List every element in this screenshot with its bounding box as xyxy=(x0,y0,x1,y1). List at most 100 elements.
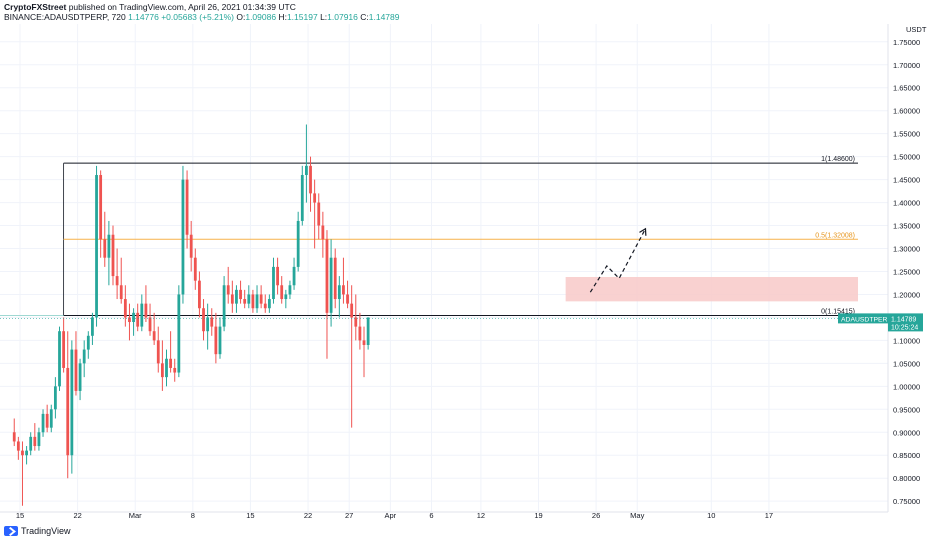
candle-body xyxy=(206,317,210,332)
demand-zone xyxy=(565,276,858,302)
candle-body xyxy=(82,349,86,364)
x-tick-label: 22 xyxy=(304,511,312,520)
candle-body xyxy=(313,193,317,203)
last-price: 1.14776 xyxy=(128,12,159,22)
candle-body xyxy=(41,413,45,433)
y-tick-label: 0.75000 xyxy=(893,497,920,506)
candle-body xyxy=(95,175,98,318)
candle-body xyxy=(177,294,181,373)
y-tick-label: 1.20000 xyxy=(893,290,920,299)
y-tick-label: 1.65000 xyxy=(893,84,920,93)
x-tick-label: 22 xyxy=(73,511,81,520)
fib-levels: 1(1.48600) 0.5(1.32008) 0(1.15415) xyxy=(0,156,858,317)
candle-body xyxy=(317,202,321,226)
candle-body xyxy=(267,299,271,309)
x-tick-label: 10 xyxy=(707,511,715,520)
price-axis[interactable]: 0.75000 0.80000 0.85000 0.90000 0.95000 1.000… xyxy=(893,38,920,506)
x-tick-label: 26 xyxy=(592,511,600,520)
x-tick-label: Mar xyxy=(129,511,142,520)
x-tick-label: Apr xyxy=(385,511,397,520)
y-tick-label: 0.90000 xyxy=(893,428,920,437)
symbol-info: BINANCE:ADAUSDTPERP, 720 1.14776 +0.0568… xyxy=(4,12,400,22)
candle-body xyxy=(66,367,70,456)
candle-body xyxy=(214,326,218,355)
candle-body xyxy=(276,266,279,286)
candle-body xyxy=(305,165,308,176)
candle-body xyxy=(132,312,135,323)
candle-body xyxy=(185,179,189,235)
low-value: 1.07916 xyxy=(327,12,358,22)
candle-body xyxy=(12,432,16,442)
candle-body xyxy=(309,165,312,194)
candle-body xyxy=(21,450,24,456)
candle-body xyxy=(189,234,193,258)
candle-body xyxy=(70,349,74,456)
candle-body xyxy=(29,436,33,451)
candle-body xyxy=(284,294,288,300)
fib-level-label: 0(1.15415) xyxy=(821,309,855,316)
y-tick-label: 0.80000 xyxy=(893,474,920,483)
x-tick-label: May xyxy=(630,511,644,520)
tradingview-icon xyxy=(4,526,18,536)
publisher-name: CryptoFXStreet xyxy=(4,2,67,12)
candle-body xyxy=(111,234,115,277)
candle-body xyxy=(251,294,255,309)
candle-body xyxy=(53,386,57,410)
candles xyxy=(12,124,370,506)
candle-body xyxy=(337,285,341,300)
plot-area[interactable] xyxy=(0,24,888,512)
candle-body xyxy=(218,326,222,355)
candle-body xyxy=(156,340,160,364)
y-tick-label: 1.40000 xyxy=(893,199,920,208)
candle-body xyxy=(144,303,148,318)
candle-body xyxy=(350,303,354,318)
candle-body xyxy=(321,225,325,240)
close-value: 1.14789 xyxy=(368,12,400,22)
candle-body xyxy=(152,331,156,341)
candle-body xyxy=(346,294,349,304)
x-tick-label: 12 xyxy=(477,511,485,520)
candle-body xyxy=(25,450,28,456)
time-axis[interactable]: 15 22 Mar 8 15 22 27 Apr 6 12 19 26 May 10 17 xyxy=(16,511,773,520)
grid-lines xyxy=(0,24,888,512)
tradingview-logo[interactable]: TradingView xyxy=(4,526,71,536)
candle-body xyxy=(255,294,259,309)
candle-body xyxy=(136,312,140,327)
candle-body xyxy=(222,285,226,327)
open-value: 1.09086 xyxy=(245,12,277,22)
y-tick-label: 1.10000 xyxy=(893,336,920,345)
publish-info: CryptoFXStreet published on TradingView.… xyxy=(4,2,296,12)
close-label: C: xyxy=(360,12,369,22)
candle-body xyxy=(296,220,300,267)
candle-body xyxy=(160,363,164,378)
x-tick-label: 15 xyxy=(16,511,24,520)
y-tick-label: 1.25000 xyxy=(893,267,920,276)
candle-body xyxy=(74,349,78,391)
y-tick-label: 1.50000 xyxy=(893,153,920,162)
y-tick-label: 1.45000 xyxy=(893,176,920,185)
price-tag-value: 1.14789 xyxy=(891,316,916,323)
price-tag-symbol: ADAUSDTPERP xyxy=(841,316,892,323)
candle-body xyxy=(235,289,238,304)
candle-body xyxy=(181,179,185,295)
y-tick-label: 1.75000 xyxy=(893,38,920,47)
candle-body xyxy=(259,294,263,304)
candle-body xyxy=(198,280,201,309)
candle-body xyxy=(226,285,230,295)
candle-body xyxy=(358,326,362,341)
candle-body xyxy=(354,317,358,327)
low-label: L: xyxy=(320,12,328,22)
candle-body xyxy=(86,335,90,350)
candle-body xyxy=(33,436,37,447)
candle-body xyxy=(333,257,337,300)
candle-body xyxy=(366,317,370,345)
candle-body xyxy=(202,308,205,332)
price-change: +0.05683 (+5.21%) xyxy=(161,12,234,22)
candle-body xyxy=(16,441,20,451)
candle-body xyxy=(263,303,267,309)
price-tag-symbol-bg xyxy=(838,313,888,324)
candle-body xyxy=(123,299,127,318)
x-tick-label: 27 xyxy=(345,511,353,520)
